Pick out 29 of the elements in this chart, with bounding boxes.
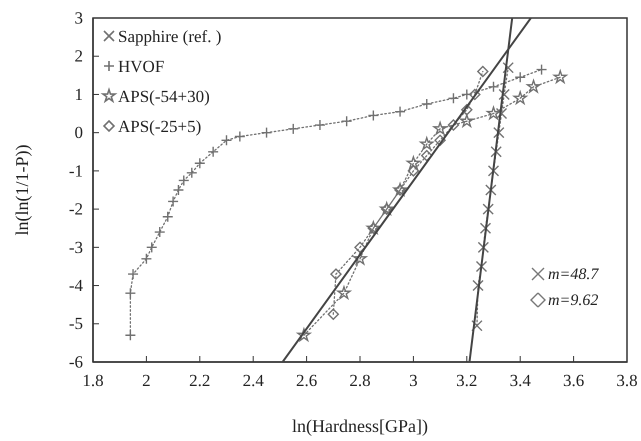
annotation: m=48.7 — [548, 266, 600, 283]
x-tick-label: 2 — [142, 371, 151, 390]
y-tick-label: -4 — [68, 276, 84, 295]
y-tick-label: 1 — [74, 84, 83, 104]
y-tick-label: 2 — [74, 46, 83, 66]
y-tick-label: -1 — [68, 161, 83, 180]
x-tick-label: 3.2 — [456, 371, 478, 390]
x-tick-label: 2.4 — [242, 371, 264, 390]
legend-label: Sapphire (ref. ) — [118, 27, 222, 46]
x-tick-label: 3.6 — [562, 371, 584, 390]
x-tick-label: 2.6 — [296, 371, 318, 390]
y-tick-label: 3 — [74, 8, 83, 28]
y-tick-label: -5 — [68, 314, 83, 334]
legend-label: APS(-54+30) — [118, 87, 210, 106]
annotation: m=9.62 — [548, 292, 598, 309]
legend-label: HVOF — [118, 57, 164, 76]
x-tick-label: 2.8 — [349, 371, 371, 390]
legend-label: APS(-25+5) — [118, 117, 202, 136]
y-tick-label: -3 — [68, 238, 83, 257]
y-tick-label: -6 — [68, 352, 83, 372]
y-axis-title: ln(ln(1/1-P)) — [12, 144, 32, 236]
x-axis-title: ln(Hardness[GPa]) — [292, 416, 428, 436]
x-tick-label: 3 — [409, 371, 418, 390]
x-tick-label: 3.4 — [510, 371, 532, 390]
y-tick-label: -2 — [68, 200, 83, 219]
y-tick-label: 0 — [74, 123, 83, 142]
x-tick-label: 1.8 — [82, 371, 104, 390]
x-tick-label: 2.2 — [189, 371, 210, 390]
x-tick-label: 3.8 — [616, 371, 638, 390]
